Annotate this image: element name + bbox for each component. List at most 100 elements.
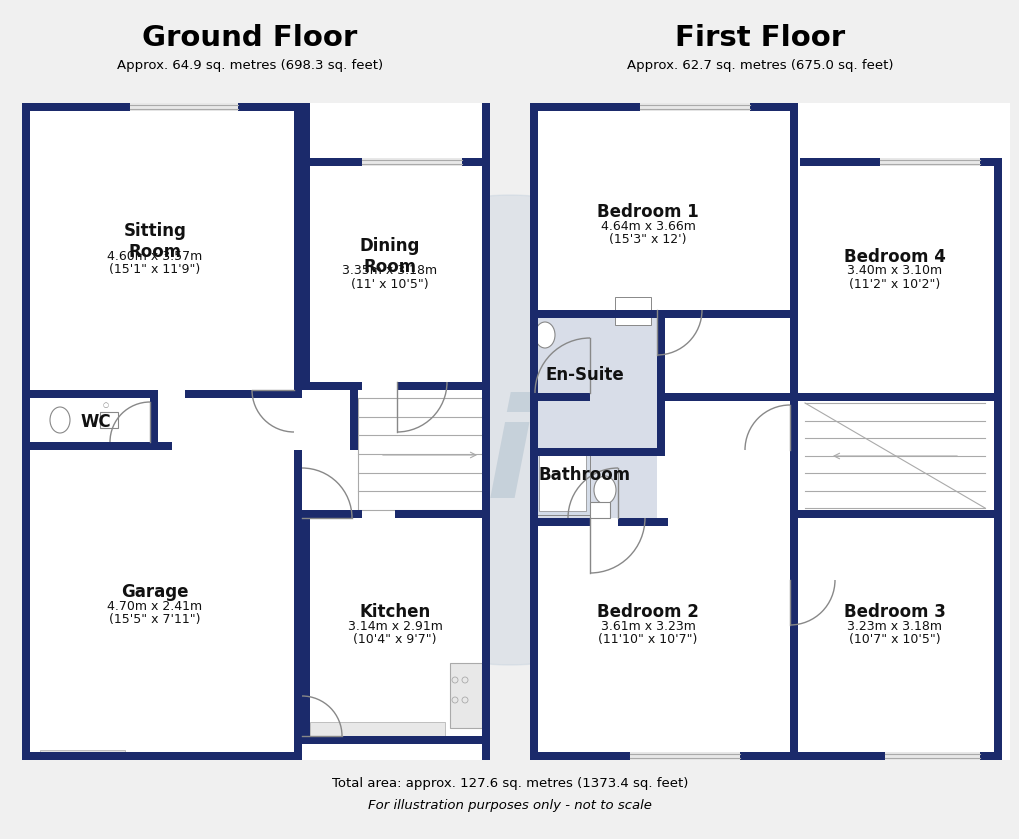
Bar [879, 158, 979, 166]
Text: 4.64m x 3.66m: 4.64m x 3.66m [600, 220, 695, 232]
Text: For illustration purposes only - not to scale: For illustration purposes only - not to … [368, 800, 651, 812]
Bar [449, 663, 482, 728]
Bar [530, 103, 639, 111]
Bar [22, 450, 293, 752]
Bar [884, 752, 979, 760]
Bar [302, 158, 310, 390]
Bar [664, 310, 797, 318]
Bar [790, 752, 1001, 760]
Bar [790, 393, 1001, 401]
Text: ○: ○ [103, 402, 109, 408]
Text: (15'3" x 12'): (15'3" x 12') [608, 233, 686, 246]
Bar [60, 748, 160, 760]
Bar [310, 722, 444, 736]
Bar [530, 518, 589, 526]
Bar [22, 103, 291, 398]
Bar [739, 752, 797, 760]
Bar [530, 448, 664, 456]
Bar [396, 382, 489, 390]
Ellipse shape [593, 476, 615, 504]
Bar [790, 518, 797, 760]
Text: En-Suite: En-Suite [545, 366, 624, 384]
Ellipse shape [50, 407, 70, 433]
Text: (15'1" x 11'9"): (15'1" x 11'9") [109, 263, 201, 276]
Bar [237, 103, 310, 111]
Bar [302, 736, 489, 744]
Text: Bedroom 2: Bedroom 2 [596, 602, 698, 621]
Bar [293, 103, 302, 398]
Bar [639, 103, 749, 111]
Text: 4.60m x 3.57m: 4.60m x 3.57m [107, 249, 203, 263]
Text: 3.35m x 3.18m: 3.35m x 3.18m [342, 264, 437, 278]
Text: Bathroom: Bathroom [538, 466, 631, 484]
Circle shape [275, 195, 744, 665]
Text: 3.14m x 2.91m: 3.14m x 2.91m [347, 619, 442, 633]
Bar [310, 518, 482, 736]
Bar [22, 103, 489, 760]
Bar [129, 103, 237, 111]
Text: 3.40m x 3.10m: 3.40m x 3.10m [847, 264, 942, 278]
Text: Bedroom 1: Bedroom 1 [596, 202, 698, 221]
Bar [310, 390, 482, 510]
Bar [614, 297, 650, 325]
Text: Approx. 62.7 sq. metres (675.0 sq. feet): Approx. 62.7 sq. metres (675.0 sq. feet) [626, 59, 893, 71]
Bar [350, 390, 358, 450]
Bar [293, 450, 302, 760]
Bar [482, 103, 489, 760]
Bar [979, 752, 1001, 760]
Bar [790, 393, 797, 760]
Bar [749, 103, 797, 111]
Bar [530, 752, 630, 760]
Bar [530, 310, 664, 318]
Bar [618, 518, 667, 526]
Bar [659, 393, 797, 401]
Bar [530, 318, 656, 448]
Bar [150, 390, 158, 450]
Bar [589, 502, 609, 518]
Bar [656, 310, 664, 456]
Text: 3.61m x 3.23m: 3.61m x 3.23m [600, 619, 695, 633]
Text: Ground Floor: Ground Floor [143, 24, 358, 52]
Text: 3.23m x 3.18m: 3.23m x 3.18m [847, 619, 942, 633]
Text: Dining
Room: Dining Room [360, 237, 420, 276]
Text: Sitting
Room: Sitting Room [123, 222, 186, 261]
Bar [994, 158, 1001, 760]
Text: Kitchen: Kitchen [359, 602, 430, 621]
Text: Garage: Garage [121, 582, 189, 601]
Bar [22, 103, 129, 111]
Bar [394, 510, 489, 518]
Text: Bedroom 4: Bedroom 4 [844, 248, 945, 266]
Bar [790, 752, 884, 760]
Bar [22, 390, 157, 398]
Bar [790, 510, 1001, 518]
Bar [158, 390, 302, 510]
Bar [530, 103, 537, 518]
Text: (10'7" x 10'5"): (10'7" x 10'5") [849, 633, 940, 646]
Text: 4.70m x 2.41m: 4.70m x 2.41m [107, 600, 203, 612]
Bar [530, 103, 1009, 760]
Bar [22, 390, 30, 450]
Bar [22, 442, 172, 450]
Text: Total area: approx. 127.6 sq. metres (1373.4 sq. feet): Total area: approx. 127.6 sq. metres (13… [331, 778, 688, 790]
Bar [302, 103, 310, 166]
Bar [40, 750, 125, 758]
Ellipse shape [535, 322, 554, 348]
Text: (15'5" x 7'11"): (15'5" x 7'11") [109, 613, 201, 626]
Text: First Floor: First Floor [675, 24, 844, 52]
Bar [530, 393, 589, 401]
Bar [22, 103, 300, 406]
Bar [535, 450, 589, 515]
Text: (11'10" x 10'7"): (11'10" x 10'7") [598, 633, 697, 646]
Text: Bedroom 3: Bedroom 3 [844, 602, 945, 621]
Bar [184, 390, 302, 398]
Bar [630, 752, 739, 760]
Bar [302, 382, 362, 390]
Bar [790, 158, 797, 518]
Text: WC: WC [81, 413, 111, 431]
Bar [22, 103, 30, 403]
Bar [530, 456, 656, 518]
Bar [538, 454, 586, 511]
Bar [790, 103, 797, 166]
Bar [462, 158, 489, 166]
Text: (10'4" x 9'7"): (10'4" x 9'7") [353, 633, 436, 646]
